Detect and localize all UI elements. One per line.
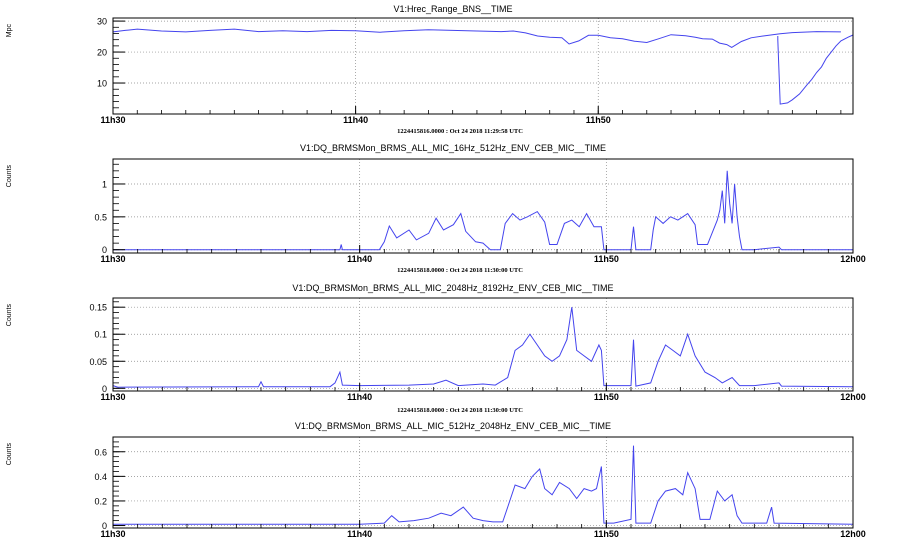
x-tick-label: 12h00 [840, 254, 866, 264]
time-range-label: 1224415818.0000 : Oct 24 2018 11:30:00 U… [397, 407, 523, 414]
y-axis-label: Counts [6, 165, 13, 188]
x-tick-label: 11h40 [347, 392, 372, 402]
y-tick-label: 0.6 [94, 447, 107, 457]
y-tick-label: 0.05 [89, 357, 107, 367]
plot-frame [112, 436, 854, 529]
y-tick-label: 30 [97, 17, 107, 27]
series-line-1 [112, 28, 841, 48]
x-tick-label: 11h40 [347, 254, 372, 264]
y-tick-label: 1 [102, 179, 107, 189]
y-tick-label: 20 [97, 48, 107, 58]
y-axis-label: Mpc [6, 24, 13, 38]
chart-title: V1:Hrec_Range_BNS__TIME [393, 4, 512, 14]
x-tick-label: 11h30 [100, 529, 125, 539]
chart-panel-1: V1:Hrec_Range_BNS__TIME Mpc 10 20 30 11h30 11h… [6, 4, 854, 135]
y-tick-label: 0.2 [94, 496, 107, 506]
y-axis-label: Counts [6, 304, 13, 327]
series-line-2 [777, 34, 854, 105]
x-tick-label: 11h30 [100, 115, 125, 125]
y-tick-label: 0 [102, 245, 107, 255]
chart-title: V1:DQ_BRMSMon_BRMS_ALL_MIC_512Hz_2048Hz_… [295, 421, 611, 431]
y-tick-label: 0 [102, 521, 107, 531]
series-line-1 [112, 307, 854, 388]
chart-panel-2: V1:DQ_BRMSMon_BRMS_ALL_MIC_16Hz_512Hz_EN… [6, 143, 866, 274]
x-tick-label: 11h40 [347, 529, 372, 539]
y-tick-label: 0.15 [89, 303, 107, 313]
x-tick-label: 12h00 [840, 529, 866, 539]
y-tick-label: 0.5 [94, 212, 107, 222]
x-tick-label: 11h40 [343, 115, 368, 125]
x-tick-label: 11h50 [586, 115, 611, 125]
plot-frame [112, 158, 854, 254]
chart-title: V1:DQ_BRMSMon_BRMS_ALL_MIC_16Hz_512Hz_EN… [300, 143, 606, 153]
time-range-label: 1224415816.0000 : Oct 24 2018 11:29:58 U… [397, 128, 523, 135]
x-tick-label: 11h50 [594, 392, 619, 402]
x-tick-label: 11h30 [100, 392, 125, 402]
x-tick-label: 11h30 [100, 254, 125, 264]
y-axis-label: Counts [6, 443, 13, 466]
chart-panel-4: V1:DQ_BRMSMon_BRMS_ALL_MIC_512Hz_2048Hz_… [6, 421, 866, 539]
plot-frame [112, 17, 854, 115]
x-tick-label: 11h50 [594, 254, 619, 264]
chart-panel-3: V1:DQ_BRMSMon_BRMS_ALL_MIC_2048Hz_8192Hz… [6, 283, 866, 414]
y-tick-label: 0 [102, 384, 107, 394]
plot-frame [112, 297, 854, 392]
series-line-1 [113, 445, 854, 525]
series-line-1 [113, 170, 853, 251]
y-tick-label: 10 [97, 79, 107, 89]
y-tick-label: 0.4 [94, 472, 107, 482]
time-range-label: 1224415818.0000 : Oct 24 2018 11:30:00 U… [397, 267, 523, 274]
x-tick-label: 11h50 [594, 529, 619, 539]
chart-title: V1:DQ_BRMSMon_BRMS_ALL_MIC_2048Hz_8192Hz… [292, 283, 613, 293]
x-tick-label: 12h00 [840, 392, 866, 402]
y-tick-label: 0.1 [94, 330, 107, 340]
